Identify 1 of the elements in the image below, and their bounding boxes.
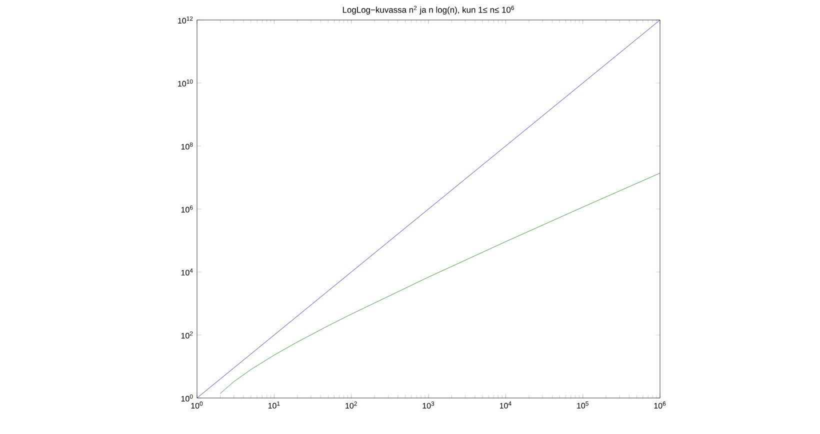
chart-title: LogLog−kuvassa n$^{2}$ ja n log(n), kun 1≤ n≤ 10$^{6}$ — [342, 6, 514, 14]
